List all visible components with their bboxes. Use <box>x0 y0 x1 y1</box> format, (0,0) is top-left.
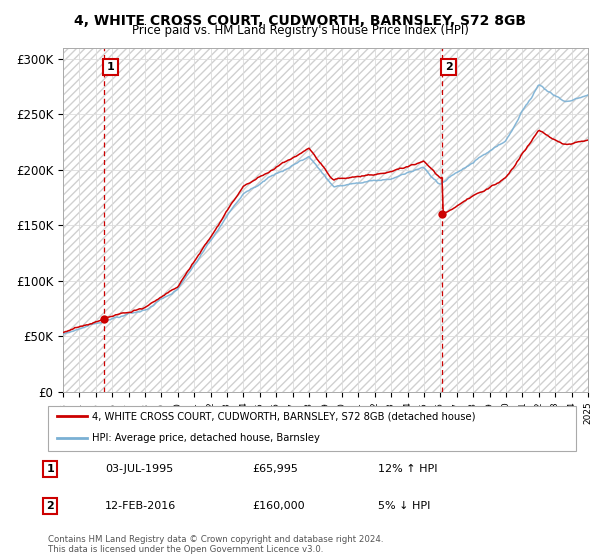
Text: £160,000: £160,000 <box>252 501 305 511</box>
Text: 4, WHITE CROSS COURT, CUDWORTH, BARNSLEY, S72 8GB (detached house): 4, WHITE CROSS COURT, CUDWORTH, BARNSLEY… <box>92 411 475 421</box>
Text: 12% ↑ HPI: 12% ↑ HPI <box>378 464 437 474</box>
Text: 1: 1 <box>47 464 54 474</box>
Text: £65,995: £65,995 <box>252 464 298 474</box>
Text: HPI: Average price, detached house, Barnsley: HPI: Average price, detached house, Barn… <box>92 433 320 444</box>
Text: 5% ↓ HPI: 5% ↓ HPI <box>378 501 430 511</box>
Text: 1: 1 <box>106 62 114 72</box>
Text: 03-JUL-1995: 03-JUL-1995 <box>105 464 173 474</box>
Text: 4, WHITE CROSS COURT, CUDWORTH, BARNSLEY, S72 8GB: 4, WHITE CROSS COURT, CUDWORTH, BARNSLEY… <box>74 14 526 28</box>
Text: 2: 2 <box>445 62 452 72</box>
Text: 2: 2 <box>47 501 54 511</box>
Text: Contains HM Land Registry data © Crown copyright and database right 2024.
This d: Contains HM Land Registry data © Crown c… <box>48 535 383 554</box>
Text: Price paid vs. HM Land Registry's House Price Index (HPI): Price paid vs. HM Land Registry's House … <box>131 24 469 37</box>
Text: 12-FEB-2016: 12-FEB-2016 <box>105 501 176 511</box>
